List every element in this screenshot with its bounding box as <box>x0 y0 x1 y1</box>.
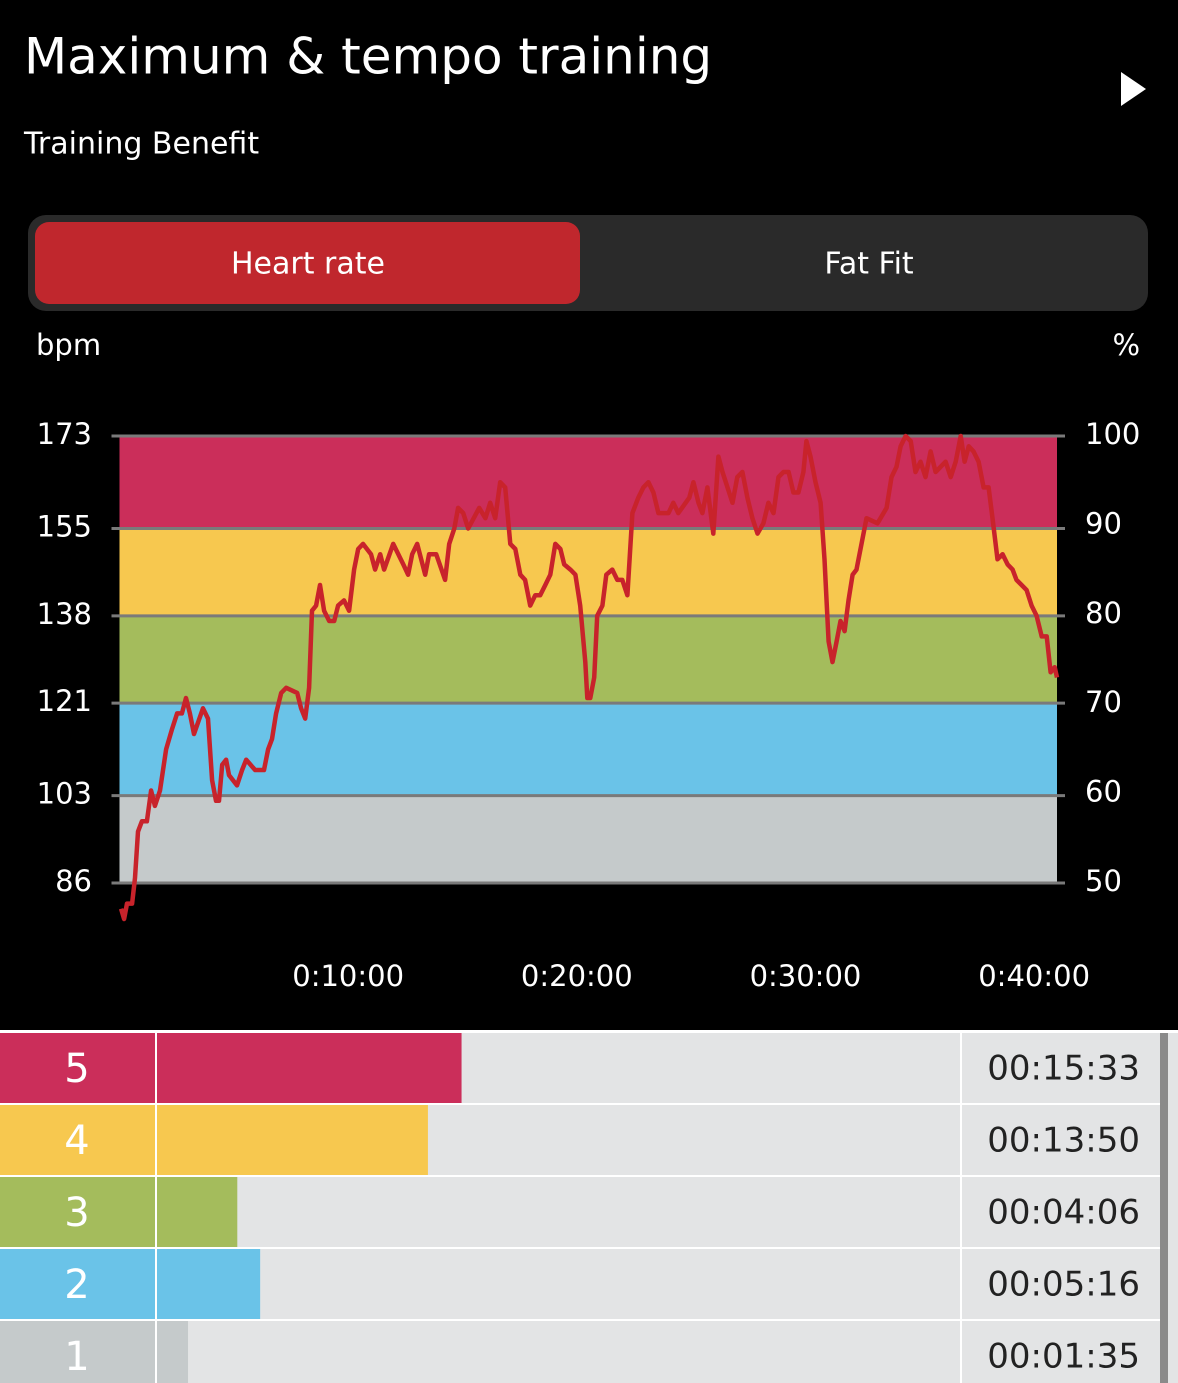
heart-rate-line <box>118 433 1060 922</box>
y2-tick-label: 50 <box>1085 864 1122 898</box>
zone-band <box>119 528 1057 616</box>
zone-bar <box>157 1321 189 1383</box>
zone-time: 00:15:33 <box>987 1049 1140 1089</box>
zone-cell <box>0 1249 155 1319</box>
scroll-edge <box>1168 1033 1178 1383</box>
y-tick-label: 173 <box>37 417 92 451</box>
zone-bar <box>157 1177 238 1247</box>
zone-cell <box>0 1105 155 1175</box>
zone-time: 00:01:35 <box>987 1337 1140 1377</box>
zone-cell <box>0 1177 155 1247</box>
y2-axis-label: % <box>1112 328 1140 362</box>
x-tick-label: 0:20:00 <box>521 959 633 993</box>
y-tick-label: 103 <box>37 777 92 811</box>
scrollbar <box>1160 1033 1168 1383</box>
x-tick-label: 0:30:00 <box>750 959 862 993</box>
zone-time-cell <box>962 1177 1160 1247</box>
x-tick-label: 0:10:00 <box>292 959 404 993</box>
subtitle: Training Benefit <box>23 127 259 162</box>
y2-tick-label: 100 <box>1085 417 1140 451</box>
y2-tick-label: 90 <box>1085 506 1122 540</box>
y-tick-label: 138 <box>37 597 92 631</box>
active-tab[interactable] <box>35 222 580 304</box>
zone-bar <box>157 1033 462 1103</box>
zone-band <box>119 795 1057 883</box>
x-tick-label: 0:40:00 <box>978 959 1090 993</box>
zone-time-cell <box>962 1033 1160 1103</box>
zone-time-cell <box>962 1321 1160 1383</box>
zone-time: 00:13:50 <box>987 1121 1140 1161</box>
zone-cell <box>0 1321 155 1383</box>
y-tick-label: 86 <box>55 864 92 898</box>
zone-number: 1 <box>64 1334 89 1380</box>
zone-number: 3 <box>64 1190 89 1236</box>
y2-tick-label: 80 <box>1085 596 1122 630</box>
y-tick-label: 155 <box>37 509 92 543</box>
zone-time-cell <box>962 1105 1160 1175</box>
zone-band <box>119 436 1057 529</box>
zone-time-cell <box>962 1249 1160 1319</box>
zone-bar-track <box>157 1249 960 1319</box>
y-tick-label: 121 <box>37 684 92 718</box>
tab-label[interactable]: Fat Fit <box>824 247 914 282</box>
zone-time: 00:05:16 <box>987 1265 1140 1305</box>
zone-bar <box>157 1249 261 1319</box>
zone-number: 2 <box>64 1262 89 1308</box>
zone-cell <box>0 1033 155 1103</box>
zone-number: 4 <box>64 1118 89 1164</box>
tab-label[interactable]: Heart rate <box>231 247 385 282</box>
zone-band <box>119 703 1057 796</box>
zone-time: 00:04:06 <box>987 1193 1140 1233</box>
zone-bar <box>157 1105 428 1175</box>
y2-tick-label: 60 <box>1085 775 1122 809</box>
zone-bar-track <box>157 1177 960 1247</box>
y-axis-label: bpm <box>36 328 101 362</box>
zone-number: 5 <box>64 1046 89 1092</box>
y2-tick-label: 70 <box>1085 685 1122 719</box>
title: Maximum & tempo training <box>24 28 712 86</box>
zone-bar-track <box>157 1321 960 1383</box>
play-button[interactable] <box>1121 72 1146 106</box>
